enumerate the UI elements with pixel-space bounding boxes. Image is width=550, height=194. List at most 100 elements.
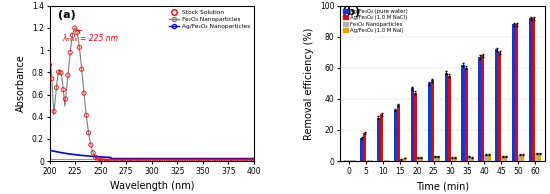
Bar bbox=[414, 93, 417, 161]
Bar bbox=[521, 155, 524, 161]
Point bbox=[178, 159, 187, 163]
Point bbox=[73, 31, 81, 34]
Point bbox=[231, 159, 240, 163]
Bar bbox=[535, 153, 538, 161]
Point bbox=[190, 159, 199, 163]
Y-axis label: Absorbance: Absorbance bbox=[16, 55, 26, 112]
Point bbox=[195, 159, 204, 163]
Bar bbox=[515, 24, 518, 161]
Bar bbox=[420, 158, 423, 161]
Bar bbox=[498, 52, 502, 161]
Point bbox=[125, 159, 134, 163]
Point bbox=[188, 159, 196, 163]
Point bbox=[181, 159, 190, 163]
Point bbox=[220, 159, 229, 163]
Bar bbox=[496, 49, 498, 161]
Point bbox=[54, 70, 63, 74]
Bar bbox=[461, 65, 465, 161]
Point bbox=[153, 159, 162, 163]
Bar bbox=[471, 158, 474, 161]
Legend: Stock Solution, Fe₂O₄ Nanoparticles, Ag/Fe₂O₄ Nanoparticles: Stock Solution, Fe₂O₄ Nanoparticles, Ag/… bbox=[168, 9, 251, 30]
Bar bbox=[394, 110, 397, 161]
Point bbox=[100, 159, 109, 163]
Point bbox=[215, 159, 224, 163]
Bar bbox=[450, 158, 454, 161]
Point bbox=[94, 158, 102, 161]
Point bbox=[243, 159, 251, 163]
Bar bbox=[397, 105, 400, 161]
Point bbox=[236, 159, 245, 163]
Point bbox=[137, 159, 146, 163]
X-axis label: Time (min): Time (min) bbox=[416, 181, 469, 191]
Point bbox=[174, 159, 183, 163]
Bar bbox=[417, 158, 420, 161]
Bar bbox=[512, 24, 515, 161]
Point bbox=[66, 51, 75, 54]
Point bbox=[84, 131, 93, 134]
Point bbox=[250, 159, 258, 163]
Point bbox=[213, 159, 222, 163]
Point bbox=[234, 159, 243, 163]
Point bbox=[98, 159, 107, 162]
Point bbox=[185, 159, 194, 163]
Y-axis label: Removal efficiency (%): Removal efficiency (%) bbox=[304, 27, 315, 140]
X-axis label: Wavelength (nm): Wavelength (nm) bbox=[109, 181, 194, 191]
Point bbox=[130, 159, 139, 163]
Point bbox=[109, 159, 118, 163]
Point bbox=[248, 159, 256, 163]
Point bbox=[117, 159, 125, 163]
Point bbox=[142, 159, 151, 163]
Point bbox=[86, 144, 95, 147]
Point bbox=[227, 159, 235, 163]
Point bbox=[229, 159, 238, 163]
Point bbox=[82, 114, 91, 117]
Point bbox=[102, 159, 111, 163]
Bar bbox=[481, 55, 485, 161]
Bar bbox=[518, 155, 521, 161]
Bar bbox=[487, 155, 491, 161]
Bar bbox=[468, 156, 471, 161]
Point bbox=[201, 159, 210, 163]
Point bbox=[183, 159, 192, 163]
Point bbox=[164, 159, 173, 163]
Point bbox=[139, 159, 148, 163]
Point bbox=[121, 159, 130, 163]
Point bbox=[224, 159, 233, 163]
Point bbox=[245, 159, 254, 163]
Bar bbox=[444, 73, 448, 161]
Point bbox=[151, 159, 160, 163]
Point bbox=[169, 159, 178, 163]
Bar bbox=[428, 83, 431, 161]
Bar bbox=[448, 76, 450, 161]
Point bbox=[240, 159, 249, 163]
Point bbox=[204, 159, 212, 163]
Text: λₘₐₓ = 225 nm: λₘₐₓ = 225 nm bbox=[63, 30, 119, 43]
Point bbox=[172, 159, 180, 163]
Bar bbox=[465, 68, 468, 161]
Point bbox=[112, 159, 120, 163]
Point bbox=[63, 74, 72, 77]
Point bbox=[89, 151, 97, 154]
Point bbox=[238, 159, 247, 163]
Point bbox=[211, 159, 219, 163]
Bar bbox=[454, 158, 456, 161]
Bar bbox=[478, 57, 481, 161]
Point bbox=[91, 156, 100, 159]
Point bbox=[59, 88, 68, 91]
Bar bbox=[400, 159, 403, 161]
Point bbox=[167, 159, 175, 163]
Legend: Ag/Fe₃O₄ (pure water), Ag/Fe₃O₄ (1.0 M NaCl), Fe₃O₄ Nanoparticles, Ag/Fe₃O₄ (1.0: Ag/Fe₃O₄ (pure water), Ag/Fe₃O₄ (1.0 M N… bbox=[343, 9, 408, 34]
Point bbox=[158, 159, 167, 163]
Point bbox=[78, 68, 86, 71]
Point bbox=[133, 159, 141, 163]
Point bbox=[156, 159, 164, 163]
Point bbox=[160, 159, 169, 163]
Point bbox=[75, 46, 84, 49]
Point bbox=[192, 159, 201, 163]
Point bbox=[176, 159, 185, 163]
Bar bbox=[377, 118, 380, 161]
Bar bbox=[360, 138, 363, 161]
Point bbox=[208, 159, 217, 163]
Bar bbox=[403, 158, 406, 161]
Bar bbox=[485, 155, 487, 161]
